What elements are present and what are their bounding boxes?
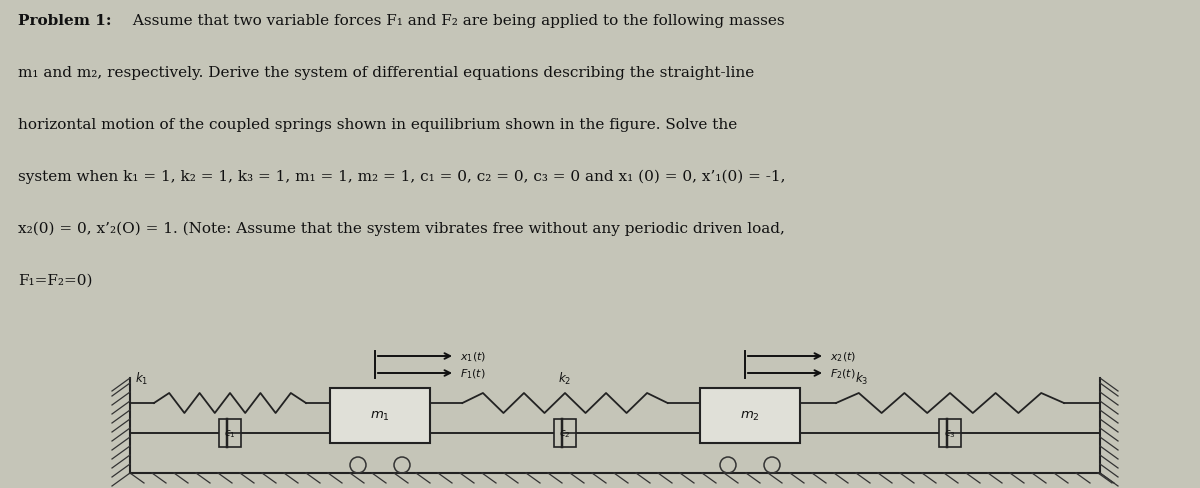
Text: $F_1(t)$: $F_1(t)$ bbox=[460, 366, 486, 380]
Text: $k_3$: $k_3$ bbox=[856, 370, 869, 386]
Text: horizontal motion of the coupled springs shown in equilibrium shown in the figur: horizontal motion of the coupled springs… bbox=[18, 118, 737, 132]
Text: $F_2(t)$: $F_2(t)$ bbox=[830, 366, 856, 380]
Text: $k_1$: $k_1$ bbox=[134, 370, 149, 386]
Text: x₂(0) = 0, x’₂(O) = 1. (Note: Assume that the system vibrates free without any p: x₂(0) = 0, x’₂(O) = 1. (Note: Assume tha… bbox=[18, 222, 785, 236]
Text: $m_2$: $m_2$ bbox=[740, 409, 760, 422]
Text: $x_1(t)$: $x_1(t)$ bbox=[460, 349, 486, 363]
Text: $c_2$: $c_2$ bbox=[559, 427, 571, 439]
Bar bbox=[220, 419, 241, 447]
Text: F₁=F₂=0): F₁=F₂=0) bbox=[18, 273, 92, 287]
Text: Problem 1:: Problem 1: bbox=[18, 14, 112, 28]
Bar bbox=[554, 419, 576, 447]
Text: system when k₁ = 1, k₂ = 1, k₃ = 1, m₁ = 1, m₂ = 1, c₁ = 0, c₂ = 0, c₃ = 0 and x: system when k₁ = 1, k₂ = 1, k₃ = 1, m₁ =… bbox=[18, 170, 786, 184]
Bar bbox=[940, 419, 961, 447]
Text: Assume that two variable forces F₁ and F₂ are being applied to the following mas: Assume that two variable forces F₁ and F… bbox=[128, 14, 785, 28]
Text: m₁ and m₂, respectively. Derive the system of differential equations describing : m₁ and m₂, respectively. Derive the syst… bbox=[18, 66, 755, 80]
Bar bbox=[330, 388, 430, 443]
Text: $c_1$: $c_1$ bbox=[224, 427, 236, 439]
Bar bbox=[700, 388, 800, 443]
Text: $c_3$: $c_3$ bbox=[944, 427, 956, 439]
Text: $x_2(t)$: $x_2(t)$ bbox=[830, 349, 857, 363]
Text: $m_1$: $m_1$ bbox=[370, 409, 390, 422]
Text: $k_2$: $k_2$ bbox=[558, 370, 571, 386]
